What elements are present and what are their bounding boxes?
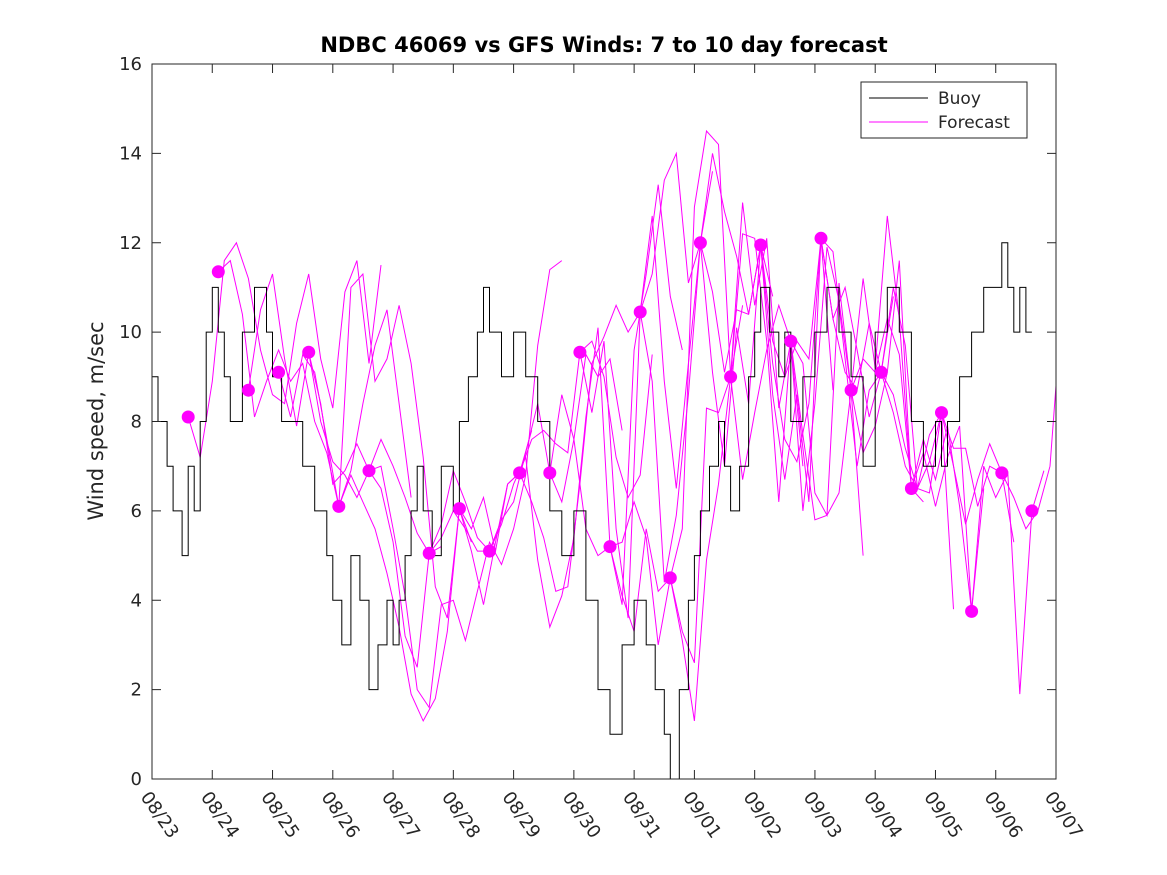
forecast-marker-13 (603, 540, 617, 554)
legend-label-forecast: Forecast (938, 113, 1010, 133)
forecast-line-14 (639, 238, 834, 583)
forecast-marker-14 (633, 305, 647, 319)
forecast-marker-23 (904, 482, 918, 495)
y-tick-labels: 0 2 4 6 8 10 12 14 16 (119, 54, 142, 790)
forecast-line-10 (519, 151, 713, 592)
forecast-line-17 (730, 247, 924, 511)
forecast-marker-4 (302, 345, 316, 359)
forecast-line-9 (489, 184, 683, 629)
y-tick-label-0: 0 (131, 769, 142, 790)
forecast-marker-25 (965, 604, 979, 618)
forecast-line-11 (549, 129, 744, 632)
forecast-marker-2 (241, 383, 255, 397)
forecast-marker-26 (995, 466, 1009, 480)
forecast-marker-1 (211, 265, 225, 279)
forecast-line-8 (458, 340, 653, 605)
legend-box (860, 81, 1028, 139)
forecast-marker-15 (663, 571, 677, 585)
legend-label-buoy: Buoy (938, 89, 981, 109)
forecast-marker-9 (483, 544, 496, 558)
forecast-marker-17 (724, 370, 738, 384)
forecast-marker-12 (573, 345, 587, 359)
forecast-line-0 (187, 241, 382, 458)
y-tick-label-2: 4 (131, 590, 142, 611)
y-tick-label-7: 14 (119, 143, 142, 164)
forecast-marker-11 (543, 466, 557, 480)
y-axis-label: Wind speed, m/sec (84, 321, 108, 520)
forecast-marker-18 (754, 238, 768, 252)
y-tick-label-5: 10 (119, 322, 142, 343)
y-tick-label-4: 8 (131, 412, 142, 433)
forecast-marker-6 (362, 464, 376, 478)
forecast-marker-group (181, 231, 1039, 618)
forecast-line-15 (669, 202, 864, 721)
forecast-line-6 (368, 260, 563, 709)
chart-title: NDBC 46069 vs GFS Winds: 7 to 10 day for… (320, 33, 887, 57)
forecast-line-2 (247, 273, 442, 554)
y-tick-label-8: 16 (119, 54, 142, 75)
legend: Buoy Forecast (860, 81, 1028, 139)
forecast-marker-3 (272, 365, 286, 379)
forecast-marker-10 (513, 466, 527, 480)
forecast-marker-20 (814, 231, 828, 245)
forecast-line-1 (217, 259, 412, 509)
forecast-marker-7 (422, 546, 436, 560)
forecast-marker-27 (1025, 504, 1039, 518)
forecast-marker-22 (874, 365, 888, 379)
axes (151, 63, 1057, 780)
y-tick-label-6: 12 (119, 233, 142, 254)
forecast-marker-5 (332, 499, 346, 513)
forecast-line-18 (760, 237, 954, 610)
forecast-marker-19 (784, 334, 798, 348)
forecast-marker-16 (693, 236, 707, 250)
y-tick-label-1: 2 (131, 680, 142, 701)
y-tick-label-3: 6 (131, 501, 142, 522)
forecast-marker-0 (181, 410, 195, 424)
forecast-marker-24 (935, 406, 948, 420)
forecast-marker-8 (452, 502, 466, 516)
forecast-line-13 (609, 233, 804, 663)
forecast-marker-21 (844, 383, 858, 397)
forecast-line-7 (428, 352, 623, 554)
forecast-line-12 (579, 153, 774, 619)
forecast-series-group (187, 129, 1057, 723)
